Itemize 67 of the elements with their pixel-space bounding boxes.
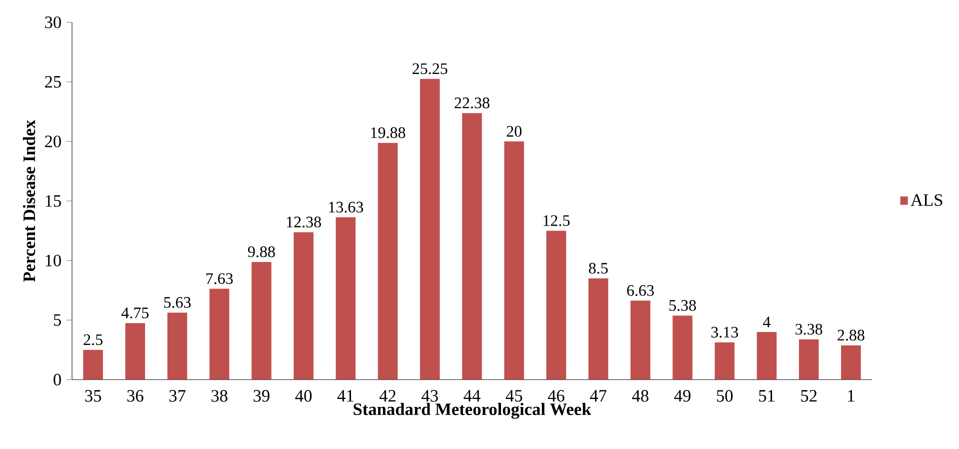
x-tick-label: 42	[379, 390, 396, 402]
x-tick-label: 38	[212, 390, 228, 402]
y-tick-label: 30	[45, 16, 61, 28]
x-tick-label: 36	[127, 390, 144, 402]
bar	[841, 345, 861, 380]
bar	[462, 113, 482, 380]
data-label: 5.63	[164, 297, 191, 308]
data-label: 7.63	[206, 273, 233, 284]
x-tick-label: 48	[632, 390, 648, 402]
data-label: 3.13	[711, 326, 738, 338]
data-label: 12.5	[544, 215, 570, 226]
bar	[714, 342, 735, 380]
bar	[546, 230, 566, 380]
x-axis-title: Stanadard Meteorological Week	[354, 402, 592, 419]
x-tick-label: 40	[295, 390, 312, 402]
bar	[378, 142, 398, 380]
x-tick-label: 52	[801, 390, 817, 402]
data-label: 25.25	[412, 63, 448, 74]
x-tick-label: 41	[337, 390, 354, 402]
x-tick-label: 1	[848, 390, 854, 402]
data-label: 20	[506, 126, 522, 137]
data-label: 12.38	[286, 216, 321, 228]
bar	[294, 232, 314, 380]
data-label: 5.38	[669, 300, 696, 311]
data-label: 19.88	[371, 127, 406, 138]
y-tick-label: 0	[54, 374, 61, 386]
data-label: 13.63	[329, 202, 364, 213]
data-label: 4	[763, 316, 770, 328]
legend-label: ALS	[910, 194, 942, 206]
x-tick-label: 45	[506, 390, 522, 402]
y-axis-title: Percent Disease Index	[22, 120, 36, 282]
data-label: 9.88	[248, 246, 275, 258]
bar	[125, 323, 146, 380]
data-label: 4.75	[121, 308, 149, 318]
bar	[83, 350, 103, 380]
bar	[336, 217, 356, 380]
data-label: 2.88	[838, 330, 864, 341]
data-label: 3.38	[796, 324, 822, 335]
x-tick-label: 37	[169, 390, 186, 402]
y-tick-label: 10	[46, 254, 61, 266]
bar	[588, 278, 608, 380]
data-label: 8.5	[588, 262, 608, 274]
bar	[672, 316, 692, 380]
x-tick-label: 35	[85, 390, 102, 402]
x-tick-label: 46	[548, 390, 564, 402]
bar	[252, 262, 272, 380]
x-tick-label: 51	[759, 390, 774, 402]
bar	[504, 141, 524, 380]
x-tick-label: 39	[254, 390, 270, 402]
bar	[756, 332, 777, 380]
y-tick-label: 20	[45, 136, 61, 148]
bar	[209, 288, 230, 380]
data-label: 6.63	[627, 285, 654, 296]
bar	[630, 300, 650, 380]
x-tick-label: 49	[674, 390, 690, 402]
data-label: 2.5	[84, 334, 102, 346]
x-tick-label: 47	[590, 390, 606, 402]
x-tick-label: 50	[716, 390, 733, 402]
y-tick-label: 5	[54, 314, 61, 326]
bar	[167, 312, 188, 380]
x-tick-label: 43	[422, 390, 438, 402]
y-tick-label: 25	[45, 76, 61, 88]
data-label: 22.38	[454, 98, 490, 108]
bar	[420, 78, 440, 380]
x-tick-label: 44	[464, 390, 480, 402]
y-tick-label: 15	[46, 195, 61, 207]
bar	[798, 339, 819, 380]
